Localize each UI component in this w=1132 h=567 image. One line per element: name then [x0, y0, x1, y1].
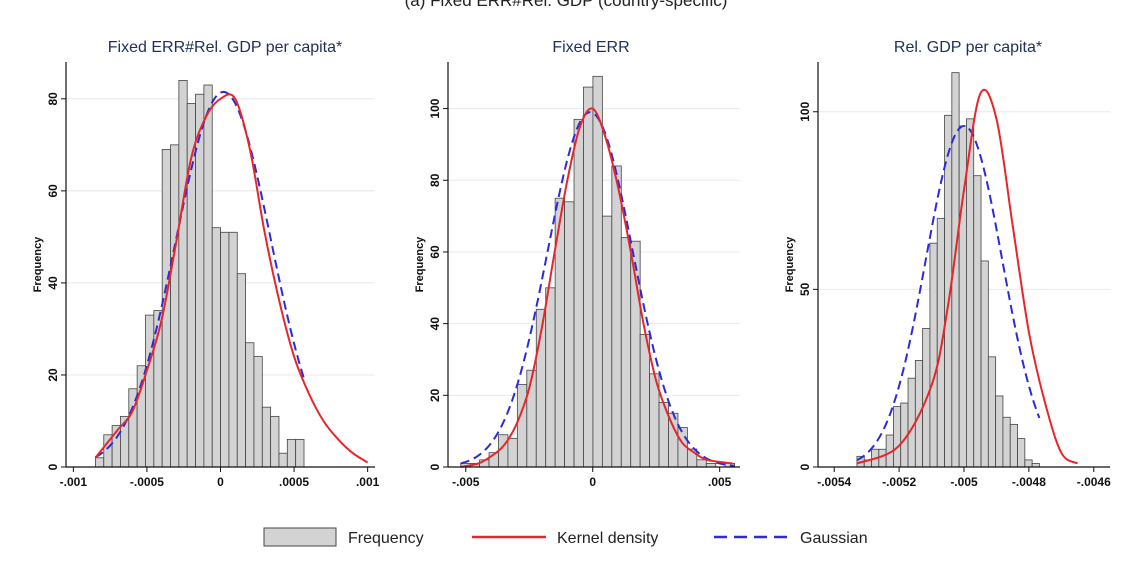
histogram-bar [236, 273, 247, 468]
x-tick-label: -.005 [950, 475, 978, 489]
kernel-density-curve [460, 107, 733, 468]
legend: Frequency Kernel density Gaussian [263, 527, 868, 547]
histogram-bar [170, 144, 180, 468]
histogram-bar [516, 384, 528, 468]
y-tick-label: 20 [46, 368, 60, 382]
histogram-bar [573, 118, 584, 468]
histogram-bar [286, 438, 297, 468]
histogram-bar [611, 165, 622, 468]
histogram-bar [545, 287, 556, 468]
y-axis-label: Frequency [32, 236, 44, 293]
y-tick-label: 50 [798, 282, 812, 296]
y-tick-label: 100 [428, 98, 442, 118]
y-tick-label: 0 [428, 463, 442, 470]
histogram-bar [601, 215, 613, 468]
x-tick-label: -.0005 [130, 475, 164, 489]
histogram-bar [929, 242, 938, 468]
histogram-bar [696, 459, 707, 468]
histogram-bar [220, 231, 230, 468]
y-tick-label: 20 [428, 388, 442, 402]
x-tick-label: -.0054 [817, 475, 851, 489]
histogram-bar [995, 395, 1004, 468]
histogram-bar [211, 227, 221, 468]
histogram-bar [1017, 438, 1026, 468]
x-tick-label: 0 [589, 475, 596, 489]
histogram-bar [178, 80, 188, 468]
legend-frequency-swatch [263, 527, 337, 547]
histogram-bar [936, 217, 945, 468]
y-axis-label: Frequency [414, 236, 426, 293]
histogram-bar [1024, 459, 1033, 468]
histogram-bar [987, 356, 997, 468]
histogram-bar [583, 86, 594, 468]
legend-gaussian-label: Gaussian [800, 530, 868, 547]
histogram-bar [1002, 416, 1011, 468]
kernel-density-curve [94, 93, 369, 464]
y-tick-label: 0 [798, 463, 812, 470]
histogram-bar [526, 369, 537, 468]
x-tick-label: 0 [217, 475, 224, 489]
histogram-bar [228, 231, 238, 468]
histogram-bar [620, 237, 632, 468]
y-tick-label: 80 [46, 92, 60, 106]
legend-frequency-label: Frequency [348, 530, 424, 547]
histogram-bar [95, 457, 105, 468]
y-tick-label: 0 [46, 463, 60, 470]
histogram-bar [203, 84, 213, 468]
histogram-bar [1009, 423, 1018, 468]
chart-panel-fixed-err-rel-gdp: 0 20 40 60 80 -.001 -.0005 0 .0005 .001 Frequency F… [32, 39, 380, 489]
y-tick-label: 60 [46, 184, 60, 198]
histogram-bar [245, 342, 255, 468]
x-tick-label: .005 [708, 475, 732, 489]
histogram-bar [295, 438, 305, 468]
histogram-bar [507, 437, 518, 468]
histogram-bar [980, 260, 989, 468]
chart-panel-fixed-err: 0 20 40 60 80 100 -.005 0 .005 Frequency Fixed ERR [414, 39, 740, 489]
y-tick-label: 60 [428, 245, 442, 259]
x-tick-label: -.001 [60, 475, 88, 489]
legend-kernel-label: Kernel density [557, 530, 658, 547]
x-tick-label: .001 [356, 475, 380, 489]
y-tick-label: 40 [46, 276, 60, 290]
histogram-bar [878, 448, 887, 468]
gaussian-curve [94, 90, 305, 459]
chart-title: Rel. GDP per capita* [894, 39, 1042, 56]
histogram-bar [907, 377, 916, 468]
kernel-density-curve [856, 88, 1079, 465]
chart-panel-rel-gdp: 0 50 100 -.0054 -.0052 -.005 -.0048 -.0046 Frequ… [784, 39, 1111, 489]
histogram-bar [278, 452, 288, 468]
histogram-bar [261, 406, 272, 468]
y-axis-label: Frequency [784, 236, 796, 293]
histogram-bar [893, 406, 902, 468]
histogram-bar [592, 75, 603, 468]
figure-caption: (a) Fixed ERR#Rel. GDP (country-specific… [404, 0, 728, 10]
histogram-bar [973, 175, 982, 468]
x-tick-label: .0005 [279, 475, 309, 489]
chart-title: Fixed ERR#Rel. GDP per capita* [108, 39, 342, 56]
y-tick-label: 40 [428, 317, 442, 331]
histogram-bar [564, 201, 575, 468]
histogram-bar [639, 333, 651, 468]
y-tick-label: 100 [798, 101, 812, 121]
histogram-bar [270, 415, 280, 468]
x-tick-label: -.0052 [882, 475, 916, 489]
x-tick-label: -.0048 [1012, 475, 1046, 489]
y-tick-label: 80 [428, 173, 442, 187]
gaussian-curve [856, 124, 1041, 462]
x-tick-label: -.0046 [1077, 475, 1111, 489]
histogram-bar [253, 356, 263, 468]
histogram-bar [145, 314, 155, 468]
x-tick-label: -.005 [452, 475, 480, 489]
chart-title: Fixed ERR [552, 39, 629, 56]
